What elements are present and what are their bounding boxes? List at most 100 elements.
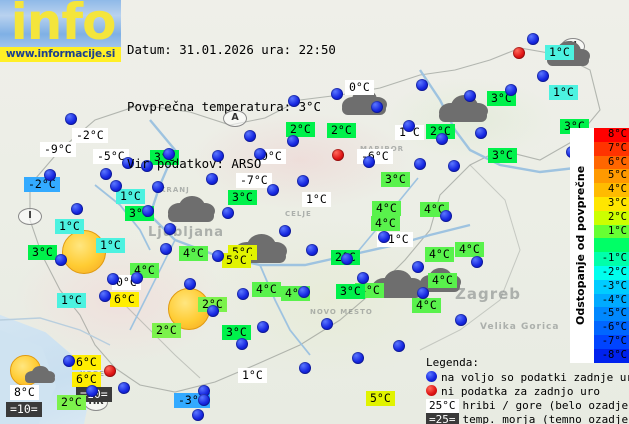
temperature-label: 1°C [545,45,574,60]
station-dot [65,113,77,125]
station-dot [192,409,204,421]
station-dot [55,254,67,266]
temperature-label: 4°C [455,242,484,257]
scale-row: 8°C [594,128,629,142]
station-dot [63,355,75,367]
station-dot [436,133,448,145]
station-dot [448,160,460,172]
temperature-label: 5°C [366,391,395,406]
temperature-label: 2°C [286,122,315,137]
station-dot [236,338,248,350]
temperature-label: 1°C [238,368,267,383]
station-dot [440,210,452,222]
city-name: Ljubljana [148,225,225,240]
temperature-label: -5°C [93,149,129,164]
sea-temperature-label: =10= [6,402,42,417]
station-dot [160,243,172,255]
scale-row: -4°C [594,293,629,308]
station-dot [287,135,299,147]
station-dot [414,158,426,170]
temperature-label: -2°C [24,177,60,192]
station-dot-no-data [332,149,344,161]
station-dot [86,385,98,397]
station-dot [299,362,311,374]
station-dot [464,90,476,102]
temperature-label: 6°C [72,372,101,387]
temperature-label: 1°C [57,293,86,308]
temperature-label: 0°C [345,80,374,95]
legend: Legenda: na voljo so podatki zadnje ure n… [426,356,629,424]
station-dot [118,382,130,394]
city-name: NOVO MESTO [310,308,373,316]
legend-item: =25= temp. morja (temno ozadje) [426,413,629,424]
station-dot [455,314,467,326]
scale-row: 6°C [594,155,629,170]
legend-sample-chip: 25°C [426,399,459,413]
station-dot [306,244,318,256]
city-name: Zagreb [455,285,522,303]
legend-item-label: temp. morja (temno ozadje) [462,413,629,424]
station-dot [475,127,487,139]
header-date-line: Datum: 31.01.2026 ura: 22:50 [127,42,336,57]
station-dot [298,286,310,298]
station-dot [212,150,224,162]
temperature-label: 4°C [179,246,208,261]
temperature-label: 4°C [372,201,401,216]
cloud-icon [166,194,216,225]
site-logo[interactable]: info www.informacije.si [0,0,121,62]
station-dot [527,33,539,45]
station-dot [331,88,343,100]
station-dot [107,273,119,285]
station-dot [131,272,143,284]
scale-row: 3°C [594,196,629,211]
station-dot [254,148,266,160]
station-dot [99,290,111,302]
temperature-label: 5°C [222,253,251,268]
station-dot [71,203,83,215]
station-dot [207,305,219,317]
temperature-label: 1°C [55,219,84,234]
station-dot [471,256,483,268]
temperature-label: 1°C [302,192,331,207]
scale-title: Odstopanje od povprečne temperature: [574,165,609,326]
scale-row: -8°C [594,348,629,363]
temperature-label: 4°C [428,273,457,288]
legend-item-label: hribi / gore (belo ozadje) [462,399,629,412]
country-code-badge: I [18,208,42,225]
station-dot [212,250,224,262]
temperature-label: 2°C [152,323,181,338]
station-dot [393,340,405,352]
scale-row: 4°C [594,183,629,197]
station-dot [222,207,234,219]
scale-row: 7°C [594,141,629,156]
temperature-label: -7°C [236,173,272,188]
station-dot [152,181,164,193]
temperature-label: 6°C [110,292,139,307]
station-dot [357,272,369,284]
temperature-label: 3°C [228,190,257,205]
legend-item: 25°C hribi / gore (belo ozadje) [426,399,629,413]
scale-row: 1°C [594,224,629,239]
station-dot [505,84,517,96]
station-dot [403,120,415,132]
station-dot [257,321,269,333]
station-dot [44,169,56,181]
station-dot [237,288,249,300]
logo-wordmark: info [10,0,117,51]
legend-item-label: na voljo so podatki zadnje ure [441,371,629,384]
station-dot [100,168,112,180]
city-name: KRANJ [160,186,190,194]
station-dot [371,101,383,113]
temperature-label: -2°C [72,128,108,143]
station-dot [416,79,428,91]
station-dot [122,157,134,169]
station-dot [198,394,210,406]
temperature-label: 4°C [252,282,281,297]
scale-row: -6°C [594,321,629,335]
station-dot-no-data [513,47,525,59]
legend-red-dot-icon [426,385,437,396]
station-dot [363,156,375,168]
station-dot [297,175,309,187]
